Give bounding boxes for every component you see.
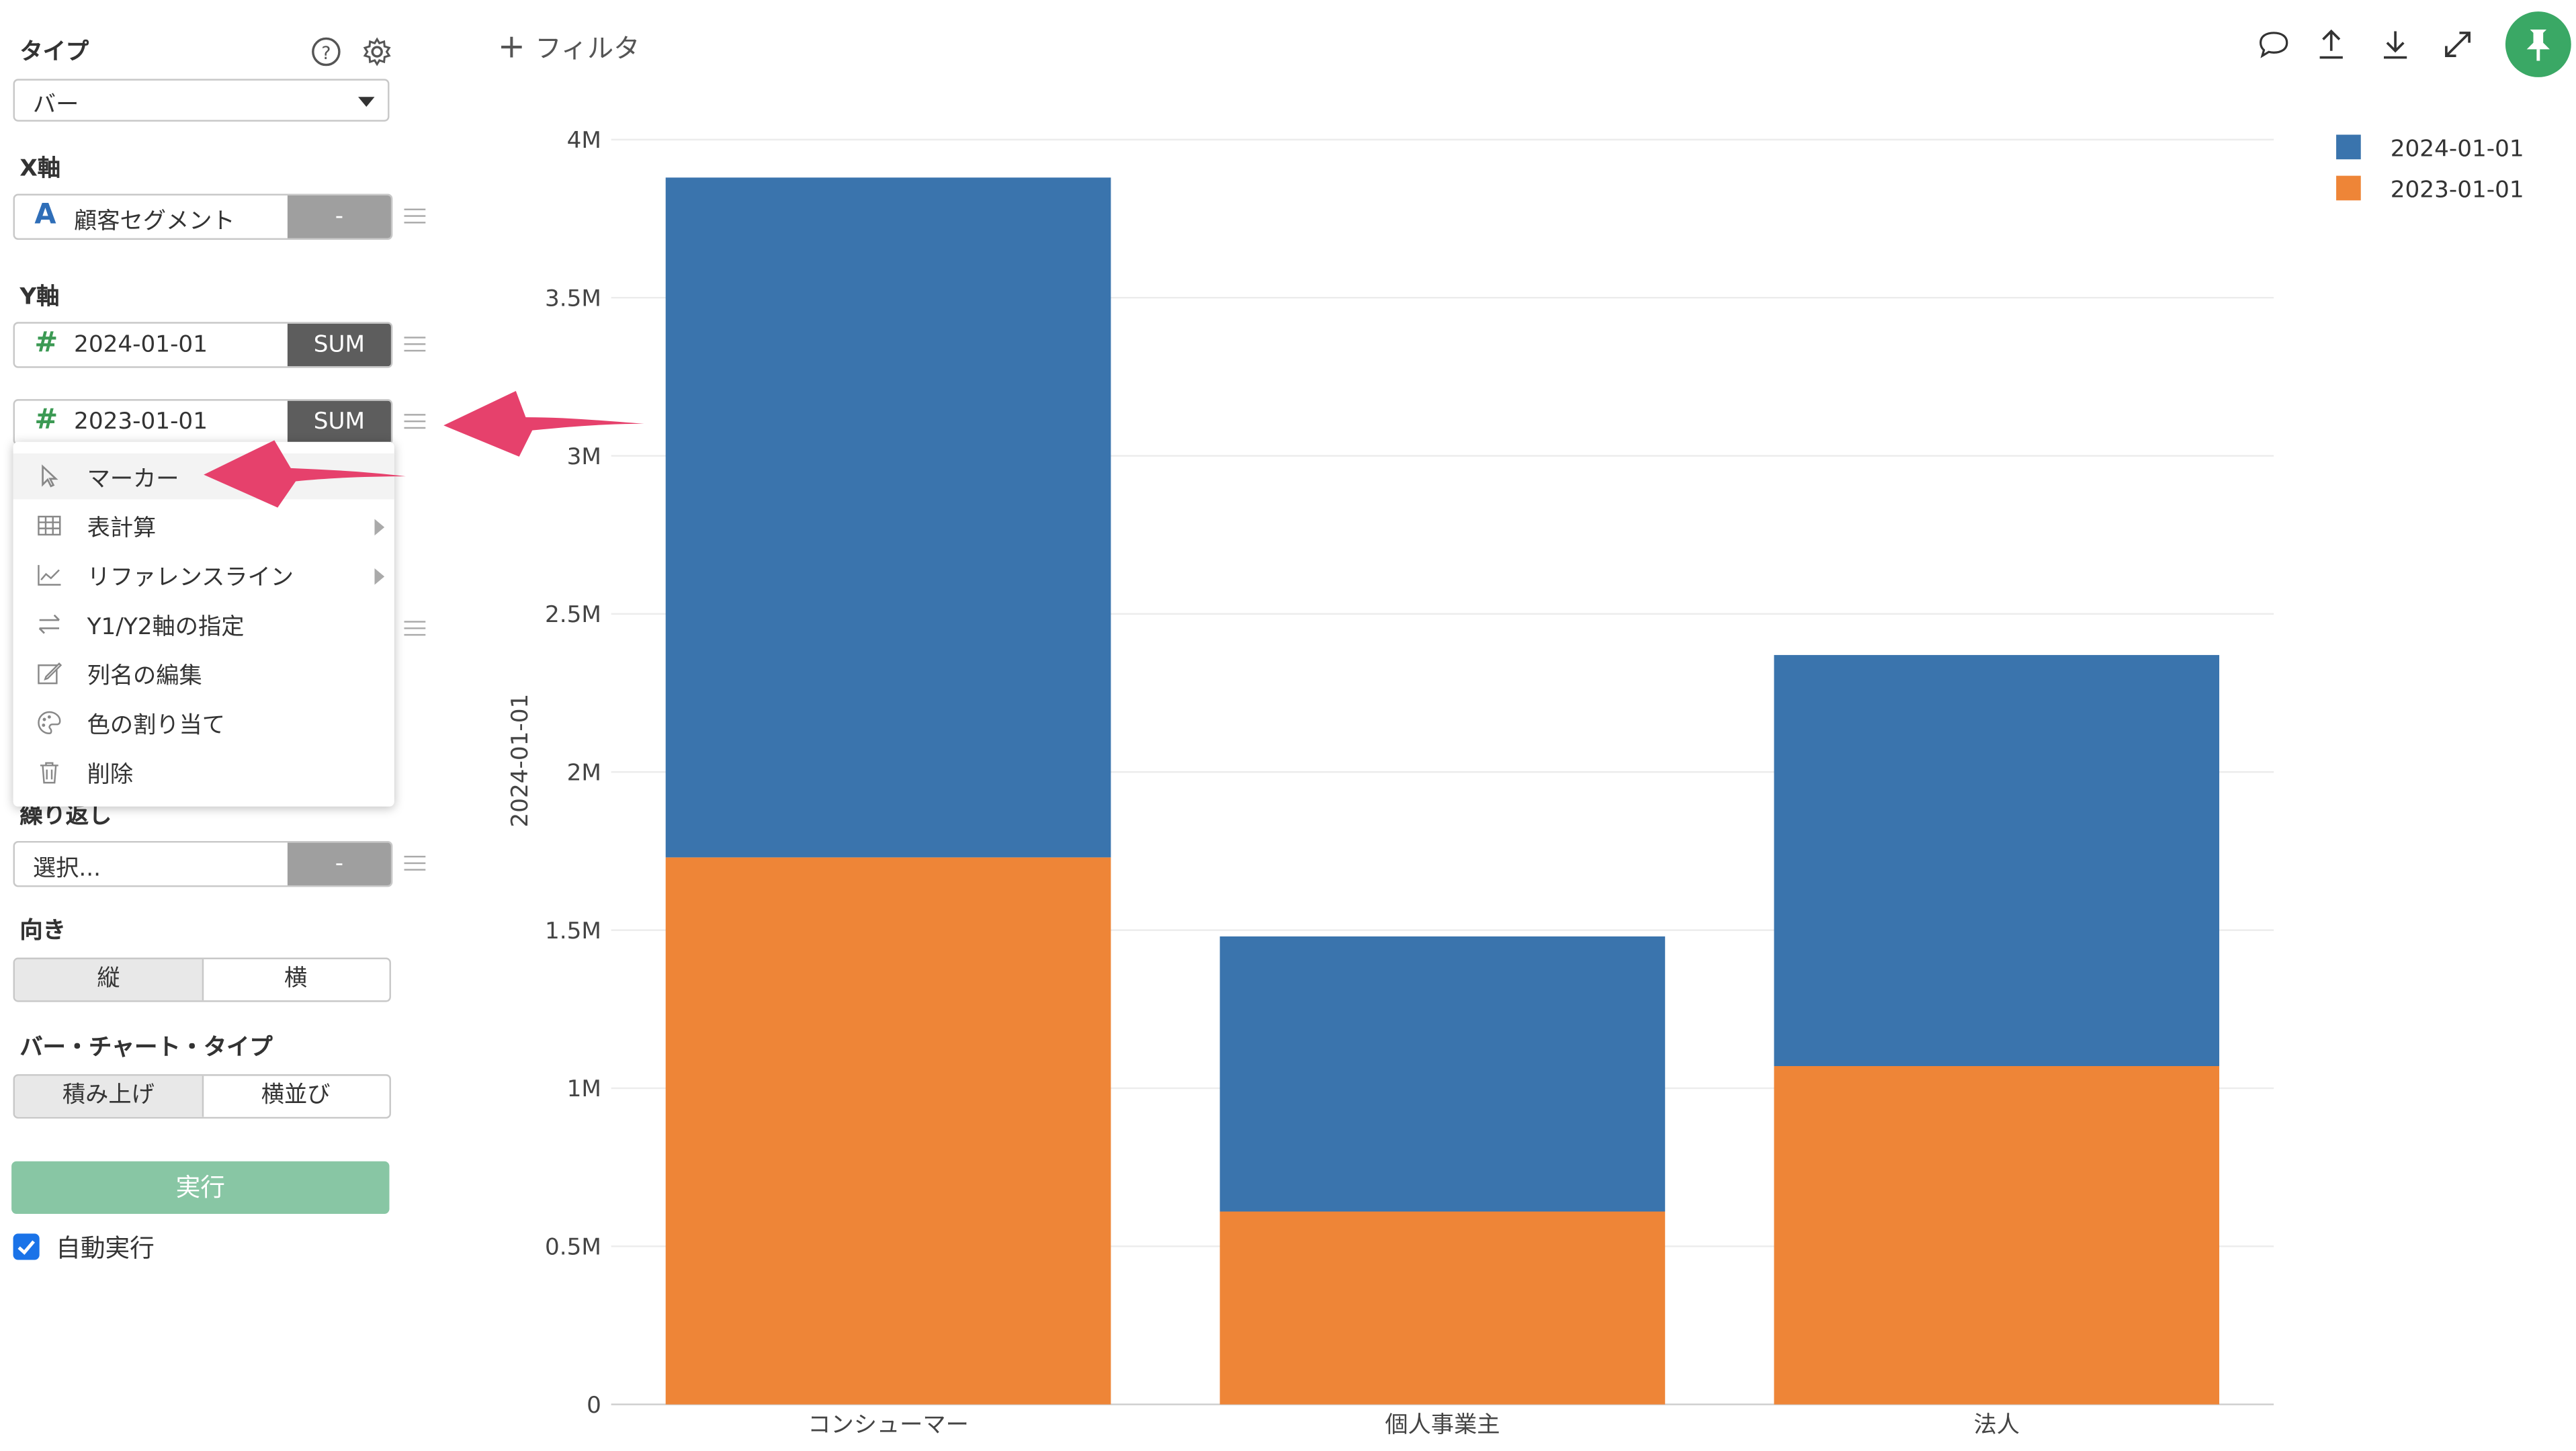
upload-icon[interactable] xyxy=(2313,26,2350,62)
x-tick-label: 個人事業主 xyxy=(1385,1411,1500,1438)
y-tick-label: 1.5M xyxy=(545,918,601,944)
type-label: タイプ xyxy=(19,39,89,66)
x-axis-label: X軸 xyxy=(19,156,60,183)
repeat-aggregation[interactable]: - xyxy=(287,842,391,885)
text-type-icon: A xyxy=(34,198,56,232)
menu-item-label: 削除 xyxy=(87,762,134,789)
y-tick-label: 2M xyxy=(567,759,601,786)
pin-button[interactable] xyxy=(2505,11,2571,77)
legend-swatch xyxy=(2336,175,2361,201)
menu-item-delete[interactable]: 削除 xyxy=(13,749,394,795)
y-tick-label: 0 xyxy=(587,1392,601,1419)
y-field-aggregation[interactable]: SUM xyxy=(287,400,391,444)
submenu-arrow-icon xyxy=(374,568,385,585)
drag-handle-icon[interactable] xyxy=(404,208,426,228)
y-tick-label: 2.5M xyxy=(545,601,601,628)
drag-handle-icon[interactable] xyxy=(404,855,426,875)
bar-segment xyxy=(1219,1211,1666,1405)
drag-handle-icon[interactable] xyxy=(404,621,426,640)
y-tick-label: 3.5M xyxy=(545,285,601,312)
submenu-arrow-icon xyxy=(374,519,385,536)
drag-handle-icon[interactable] xyxy=(404,337,426,356)
menu-item-label: リファレンスライン xyxy=(87,565,294,592)
pointer-icon xyxy=(42,464,58,488)
menu-item-table-calc[interactable]: 表計算 xyxy=(13,502,394,548)
legend-label: 2024-01-01 xyxy=(2391,135,2524,162)
y-tick-label: 0.5M xyxy=(545,1234,601,1261)
bar-type-side-by-side[interactable]: 横並び xyxy=(261,1082,331,1109)
settings-gear-icon[interactable] xyxy=(361,36,392,67)
repeat-label: 繰り返し xyxy=(19,803,112,830)
bar-segment xyxy=(1219,936,1666,1212)
y-axis-label: Y軸 xyxy=(19,284,60,311)
orientation-horizontal[interactable]: 横 xyxy=(284,965,308,992)
comment-icon[interactable] xyxy=(2256,26,2292,62)
legend-label: 2023-01-01 xyxy=(2391,176,2524,203)
plus-icon: + xyxy=(497,26,525,66)
pin-icon xyxy=(2526,30,2550,61)
svg-text:?: ? xyxy=(321,43,331,64)
y-field-name: 2024-01-01 xyxy=(74,331,208,359)
filter-label: フィルタ xyxy=(535,32,640,64)
help-icon[interactable]: ? xyxy=(310,36,341,67)
edit-icon xyxy=(38,662,62,685)
bar-segment xyxy=(665,857,1111,1405)
number-type-icon: # xyxy=(34,404,58,437)
y-tick-label: 3M xyxy=(567,443,601,470)
menu-item-rename[interactable]: 列名の編集 xyxy=(13,650,394,696)
chart-type-select[interactable]: バー xyxy=(13,79,390,122)
x-field-name: 顧客セグメント xyxy=(74,208,235,235)
y-axis-field-1[interactable]: # 2024-01-01 SUM xyxy=(13,322,393,368)
chart-type-value: バー xyxy=(32,91,79,119)
x-tick-label: 法人 xyxy=(1974,1411,2020,1438)
bar-type-label: バー・チャート・タイプ xyxy=(19,1035,273,1061)
run-button[interactable]: 実行 xyxy=(11,1161,390,1215)
bar-type-stacked[interactable]: 積み上げ xyxy=(15,1075,204,1117)
chevron-down-icon xyxy=(358,97,375,107)
x-axis-field[interactable]: A 顧客セグメント - xyxy=(13,193,393,240)
repeat-field[interactable]: 選択... - xyxy=(13,840,393,887)
menu-item-label: マーカー xyxy=(87,466,179,493)
menu-item-color-assign[interactable]: 色の割り当て xyxy=(13,700,394,746)
menu-item-label: 色の割り当て xyxy=(87,713,225,740)
y-field-name: 2023-01-01 xyxy=(74,408,208,435)
menu-item-y-axis-assign[interactable]: Y1/Y2軸の指定 xyxy=(13,601,394,647)
menu-item-reference-line[interactable]: リファレンスライン xyxy=(13,552,394,598)
x-tick-label: コンシューマー xyxy=(808,1411,969,1438)
auto-run-label: 自動実行 xyxy=(56,1233,155,1264)
menu-item-label: 列名の編集 xyxy=(87,663,202,690)
auto-run-checkbox[interactable] xyxy=(13,1233,40,1260)
palette-icon xyxy=(38,711,61,735)
orientation-vertical[interactable]: 縦 xyxy=(15,959,204,1001)
checkmark-icon xyxy=(17,1240,35,1255)
x-field-aggregation[interactable]: - xyxy=(287,195,391,238)
y-tick-label: 1M xyxy=(567,1075,601,1102)
menu-item-label: 表計算 xyxy=(87,515,157,542)
line-chart-icon xyxy=(38,565,61,586)
trash-icon xyxy=(40,762,58,784)
swap-icon xyxy=(38,614,60,634)
y-tick-label: 4M xyxy=(567,127,601,154)
bar-type-toggle[interactable]: 積み上げ 横並び xyxy=(13,1074,391,1119)
bar-segment xyxy=(665,177,1111,858)
y-field-aggregation[interactable]: SUM xyxy=(287,323,391,367)
bar-segment xyxy=(1774,655,2220,1066)
orientation-toggle[interactable]: 縦 横 xyxy=(13,957,391,1002)
bar-segment xyxy=(1774,1065,2220,1405)
add-filter-button[interactable]: + フィルタ xyxy=(498,26,640,66)
orientation-label: 向き xyxy=(19,918,66,944)
expand-icon[interactable] xyxy=(2440,26,2476,62)
number-type-icon: # xyxy=(34,326,58,360)
y-axis-title: 2024-01-01 xyxy=(507,694,533,828)
drag-handle-icon[interactable] xyxy=(404,414,426,433)
legend-swatch xyxy=(2336,134,2361,160)
menu-item-label: Y1/Y2軸の指定 xyxy=(87,614,245,641)
repeat-placeholder: 選択... xyxy=(32,855,101,883)
table-icon xyxy=(38,515,61,536)
download-icon[interactable] xyxy=(2377,26,2413,62)
